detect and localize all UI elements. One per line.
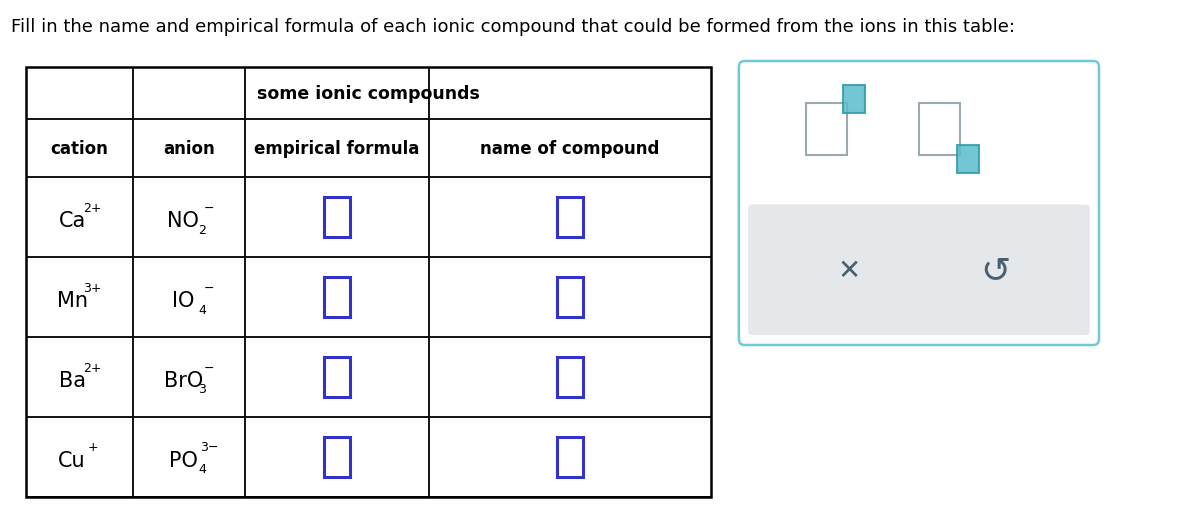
Bar (557, 437, 583, 477)
Text: ✕: ✕ (838, 256, 860, 284)
Text: 2: 2 (198, 223, 206, 236)
Text: 4: 4 (198, 303, 206, 316)
Text: −: − (204, 281, 215, 294)
Text: cation: cation (50, 140, 108, 158)
Bar (324, 197, 350, 238)
Text: 4: 4 (198, 463, 206, 475)
Bar (324, 437, 350, 477)
Text: IO: IO (172, 291, 194, 310)
Bar (806, 104, 847, 156)
Bar (324, 357, 350, 397)
Text: PO: PO (169, 450, 198, 470)
Text: Ca: Ca (59, 211, 85, 231)
Bar (919, 104, 960, 156)
Bar (557, 197, 583, 238)
Bar (557, 277, 583, 318)
Text: anion: anion (163, 140, 215, 158)
Bar (324, 277, 350, 318)
Text: 2+: 2+ (83, 201, 102, 214)
Text: 3+: 3+ (83, 281, 102, 294)
Bar (557, 357, 583, 397)
Text: 3: 3 (198, 383, 206, 395)
Text: NO: NO (167, 211, 199, 231)
Text: ↺: ↺ (980, 253, 1010, 287)
Bar (26, 68, 710, 497)
Text: empirical formula: empirical formula (254, 140, 420, 158)
Text: −: − (204, 201, 215, 214)
Bar (956, 146, 979, 174)
FancyBboxPatch shape (748, 205, 1090, 335)
Text: BrO: BrO (163, 370, 203, 390)
Text: Fill in the name and empirical formula of each ionic compound that could be form: Fill in the name and empirical formula o… (11, 18, 1015, 36)
FancyBboxPatch shape (739, 62, 1099, 345)
Text: Cu: Cu (59, 450, 86, 470)
Text: +: + (88, 441, 98, 454)
Text: Mn: Mn (56, 291, 88, 310)
Bar (844, 86, 865, 114)
Text: name of compound: name of compound (480, 140, 660, 158)
Text: Ba: Ba (59, 370, 85, 390)
Text: −: − (204, 361, 215, 374)
Text: 2+: 2+ (83, 361, 102, 374)
Text: some ionic compounds: some ionic compounds (257, 85, 480, 103)
Text: 3−: 3− (200, 441, 218, 454)
